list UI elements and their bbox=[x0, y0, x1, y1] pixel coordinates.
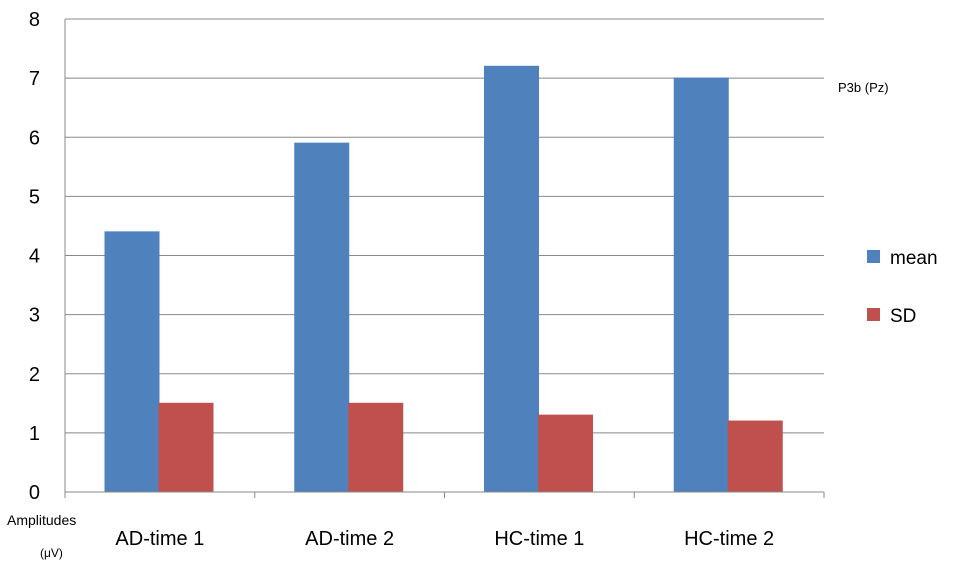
y-tick-label: 6 bbox=[29, 127, 40, 149]
bars bbox=[104, 65, 783, 493]
y-tick-label: 7 bbox=[29, 68, 40, 90]
y-tick-label: 2 bbox=[29, 364, 40, 386]
bar-mean-2 bbox=[294, 142, 350, 493]
bar-mean-3 bbox=[484, 65, 539, 493]
y-tick-label: 4 bbox=[29, 246, 40, 268]
gridlines bbox=[65, 18, 824, 434]
x-tick-label: HC-time 2 bbox=[684, 528, 774, 550]
x-tick-label: AD-time 1 bbox=[115, 528, 204, 550]
legend-label: mean bbox=[890, 248, 938, 269]
y-tick-label: 5 bbox=[29, 186, 40, 208]
y-axis-unit: (μV) bbox=[40, 546, 63, 560]
x-tick-label: AD-time 2 bbox=[305, 528, 394, 550]
x-tick-label: HC-time 1 bbox=[494, 528, 584, 550]
y-tick-label: 1 bbox=[29, 423, 40, 445]
chart-title: P3b (Pz) bbox=[838, 80, 889, 95]
y-tick-label: 3 bbox=[29, 305, 40, 327]
bar-sd-2 bbox=[348, 402, 404, 493]
legend-swatch bbox=[867, 250, 880, 263]
bar-mean-4 bbox=[673, 77, 729, 493]
y-axis-label: Amplitudes bbox=[7, 512, 76, 528]
x-axis-labels: AD-time 1 AD-time 2 HC-time 1 HC-time 2 bbox=[115, 528, 774, 550]
bar-sd-3 bbox=[538, 414, 593, 493]
legend-label: SD bbox=[890, 306, 916, 327]
legend-item-mean: mean bbox=[867, 248, 938, 269]
legend-swatch bbox=[867, 308, 880, 321]
legend: mean SD bbox=[867, 248, 938, 327]
x-axis bbox=[64, 19, 825, 498]
bar-sd-4 bbox=[727, 420, 783, 493]
y-axis-ticks: 0 1 2 3 4 5 6 7 8 bbox=[29, 9, 40, 504]
bar-mean-1 bbox=[104, 231, 160, 493]
y-tick-label: 8 bbox=[29, 9, 40, 31]
legend-item-sd: SD bbox=[867, 306, 916, 327]
y-tick-label: 0 bbox=[29, 482, 40, 504]
bar-sd-1 bbox=[158, 402, 214, 493]
